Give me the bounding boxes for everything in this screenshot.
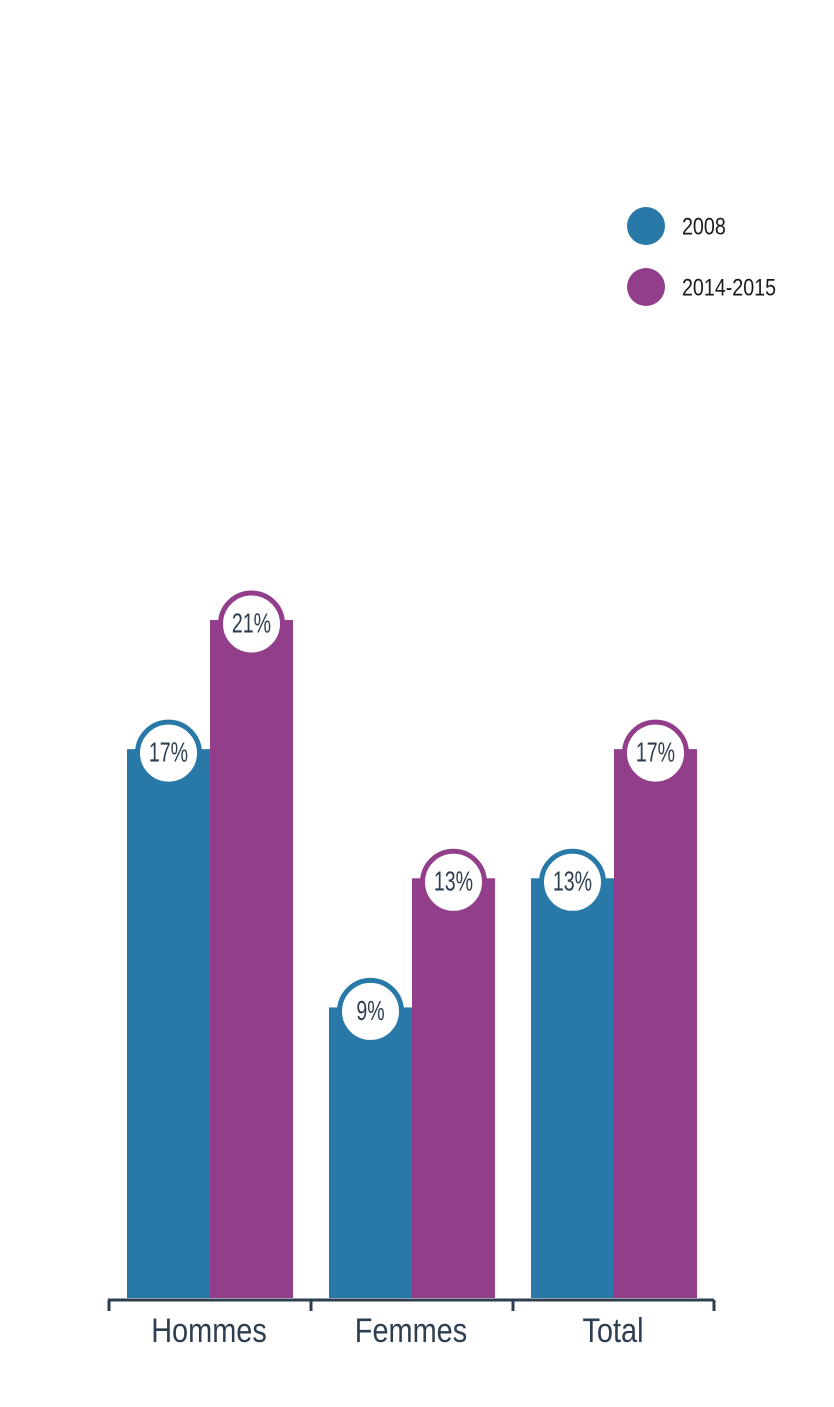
legend-label: 2008 — [682, 212, 726, 239]
bar — [210, 620, 293, 1298]
value-label: 17% — [636, 737, 675, 768]
value-badge — [135, 719, 202, 787]
value-badge — [218, 590, 285, 658]
value-badge — [420, 848, 487, 916]
x-tick-label: Hommes — [151, 1311, 267, 1350]
bar — [531, 878, 614, 1298]
value-badge — [337, 977, 404, 1045]
value-badge — [622, 719, 689, 787]
value-label: 21% — [232, 608, 271, 639]
bar — [412, 878, 495, 1298]
legend-label: 2014-2015 — [682, 273, 776, 300]
value-label: 17% — [149, 737, 188, 768]
bar — [329, 1007, 412, 1298]
value-label: 9% — [356, 995, 384, 1026]
value-label: 13% — [434, 866, 473, 897]
value-badge — [539, 848, 606, 916]
legend-marker — [627, 268, 665, 306]
x-tick-label: Femmes — [355, 1311, 467, 1350]
x-axis — [107, 1298, 716, 1311]
bar — [127, 749, 210, 1298]
legend-marker — [627, 207, 665, 245]
value-label: 13% — [553, 866, 592, 897]
x-tick-label: Total — [582, 1311, 643, 1350]
bar — [614, 749, 697, 1298]
